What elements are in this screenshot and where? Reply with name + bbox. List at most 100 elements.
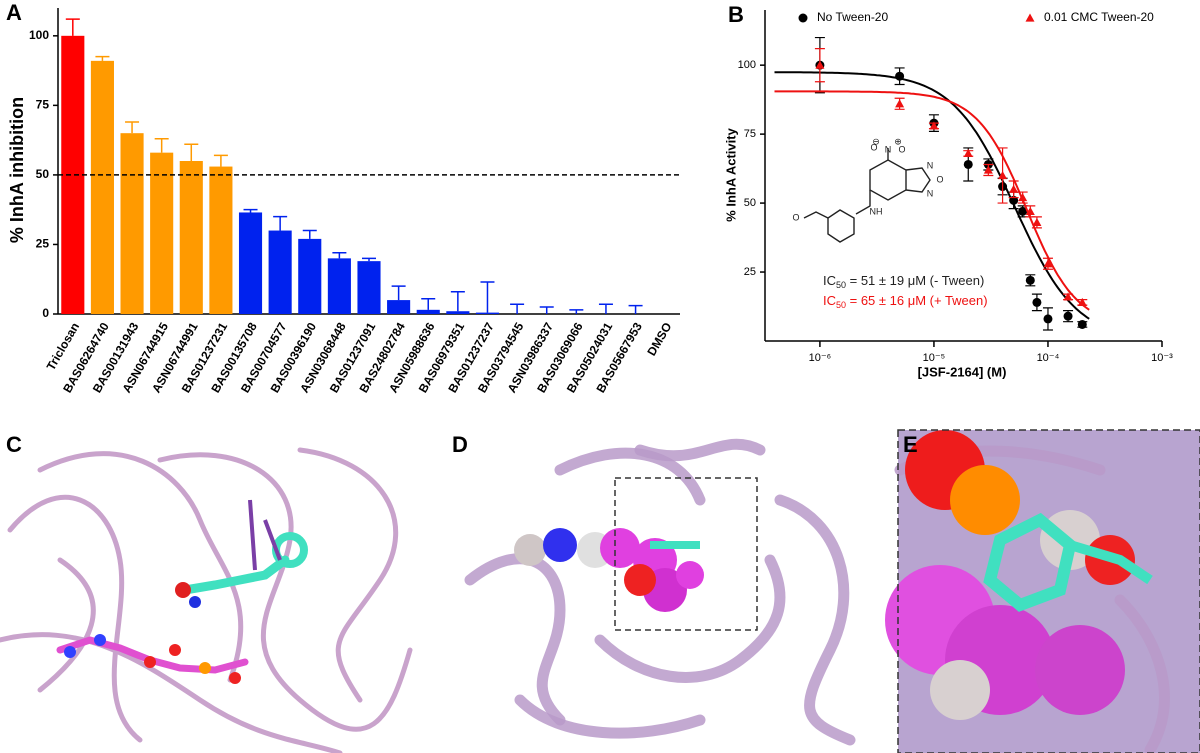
error-bar — [598, 303, 613, 314]
structure-label: O — [936, 174, 943, 184]
data-point — [929, 121, 939, 130]
x-axis-label: [JSF-2164] (M) — [918, 364, 1007, 379]
annotation-part: = 51 ± 19 μM (- Tween) — [846, 273, 984, 288]
panel-c-image — [0, 430, 425, 753]
legend-marker — [1025, 13, 1035, 22]
bar — [179, 161, 203, 314]
structure-label: NH — [870, 206, 883, 216]
structure-label: ⊕ — [894, 136, 902, 146]
error-bar — [243, 208, 258, 213]
bar — [416, 309, 440, 314]
fit-curve — [774, 90, 1090, 311]
data-point — [895, 71, 905, 81]
error-bar — [539, 306, 554, 314]
legend-marker — [798, 13, 808, 23]
data-point — [963, 159, 973, 169]
data-point — [1018, 206, 1028, 216]
annotation-part: 50 — [836, 300, 846, 310]
data-point — [1063, 311, 1073, 321]
error-bar — [154, 137, 169, 153]
panel-e-image — [885, 429, 1200, 753]
annotation-part: IC — [823, 273, 836, 288]
y-axis-label: % InhA Activity — [723, 127, 738, 221]
panel-label: C — [6, 432, 22, 457]
legend-label: No Tween-20 — [817, 10, 888, 24]
legend-label: 0.01 CMC Tween-20 — [1044, 10, 1154, 24]
y-tick-label: 100 — [29, 28, 49, 42]
bar — [327, 258, 351, 314]
data-point — [1043, 314, 1053, 324]
error-bar — [213, 154, 228, 167]
annotation-part: IC — [823, 293, 836, 308]
error-bar — [480, 281, 495, 313]
structure-label: N — [885, 144, 892, 154]
bar — [61, 35, 85, 315]
y-tick-label: 75 — [744, 128, 756, 140]
data-point — [1032, 217, 1042, 226]
error-bar — [569, 309, 584, 314]
structure-label: ⊖ — [872, 136, 880, 146]
panel-label: D — [452, 432, 468, 457]
structure-label: N — [927, 188, 934, 198]
data-point — [1018, 193, 1028, 202]
data-point — [1032, 297, 1042, 307]
y-tick-label: 50 — [36, 167, 50, 181]
annotation: IC50 = 65 ± 16 μM (+ Tween) — [823, 293, 988, 310]
structure-label: O — [792, 212, 799, 222]
structure-label: O — [898, 144, 905, 154]
annotation: IC50 = 51 ± 19 μM (- Tween) — [823, 273, 984, 290]
x-tick-label: 10⁻⁴ — [1037, 352, 1060, 364]
data-point — [1009, 184, 1019, 193]
y-tick-label: 25 — [36, 237, 50, 251]
bar — [387, 300, 411, 314]
y-tick-label: 75 — [36, 98, 50, 112]
bar — [209, 166, 233, 314]
error-bar — [332, 252, 347, 259]
error-bar — [184, 143, 199, 161]
annotation-part: = 65 ± 16 μM (+ Tween) — [846, 293, 988, 308]
annotation-part: 50 — [836, 280, 846, 290]
error-bar — [391, 285, 406, 301]
data-point — [1063, 292, 1073, 301]
bar — [475, 312, 500, 314]
data-point — [1077, 297, 1087, 306]
bar — [446, 311, 470, 314]
error-bar — [302, 229, 317, 239]
error-bar — [628, 304, 643, 314]
bar — [120, 133, 144, 314]
bar — [238, 212, 263, 314]
error-bar — [510, 303, 525, 314]
y-tick-label: 100 — [738, 59, 756, 71]
error-bar — [95, 55, 110, 61]
panel-label: A — [6, 0, 22, 25]
data-point — [895, 99, 905, 108]
panel-label: B — [728, 2, 744, 27]
bar — [298, 238, 322, 314]
x-tick-label: DMSO — [644, 320, 674, 358]
error-bar — [125, 121, 140, 134]
data-point — [1025, 206, 1035, 215]
data-point — [998, 171, 1008, 180]
error-bar — [362, 257, 376, 262]
bar — [357, 261, 381, 314]
bar — [268, 230, 292, 314]
y-tick-label: 0 — [42, 306, 49, 320]
y-tick-label: 50 — [744, 197, 756, 209]
chemical-structure — [803, 148, 931, 243]
x-tick-label: 10⁻³ — [1151, 352, 1173, 364]
structure-label: N — [927, 160, 934, 170]
error-bar — [65, 18, 80, 36]
bar — [150, 152, 174, 314]
data-point — [815, 60, 825, 69]
panel-label: E — [903, 432, 918, 457]
error-bar — [273, 215, 288, 231]
y-tick-label: 25 — [744, 266, 756, 278]
error-bar — [450, 290, 465, 312]
y-axis-label: % InhA inhibition — [7, 97, 27, 243]
data-point — [1077, 319, 1087, 329]
panel-d-image — [450, 430, 885, 753]
data-point — [1043, 259, 1053, 268]
fit-curve — [774, 71, 1090, 320]
data-point — [963, 148, 973, 158]
